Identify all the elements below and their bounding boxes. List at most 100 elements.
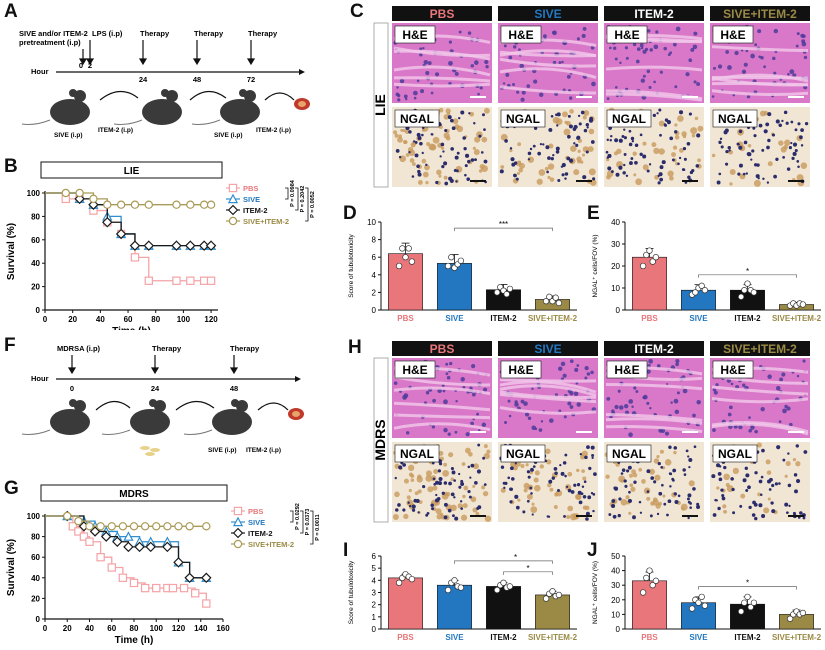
x-tick-label: 60: [107, 624, 116, 633]
nucleus: [447, 115, 452, 120]
survival-point: [123, 541, 134, 553]
data-point: [799, 301, 807, 308]
nucleus: [693, 80, 697, 84]
nucleus: [421, 133, 424, 137]
data-point: [646, 247, 653, 254]
nucleus: [427, 61, 432, 65]
survival-point: [143, 240, 155, 251]
nucleus: [626, 469, 630, 473]
ngal-stain: [582, 115, 587, 120]
ngal-stain: [620, 498, 628, 506]
ngal-stain: [397, 136, 403, 143]
nucleus: [630, 157, 634, 160]
sig-bracket: [454, 560, 553, 564]
ngal-stain: [679, 148, 684, 153]
data-point: [646, 567, 653, 574]
chart-title-box: [40, 484, 228, 502]
stain-label-ngal: NGAL: [718, 112, 752, 126]
p-bracket: [285, 187, 289, 200]
nucleus: [591, 453, 595, 457]
y-tick-label: 0: [36, 306, 41, 315]
nucleus: [514, 402, 519, 407]
ngal-stain: [392, 513, 399, 520]
nucleus: [640, 46, 644, 50]
nucleus: [453, 479, 456, 482]
nucleus: [656, 364, 661, 368]
nucleus: [663, 502, 667, 506]
bar: [535, 594, 570, 630]
nucleus: [419, 141, 423, 146]
ngal-stain: [653, 458, 660, 464]
tubule: [393, 422, 491, 432]
mouse-label-f1: SIVE (i.p): [208, 447, 237, 454]
ngal-stain: [450, 477, 455, 482]
nucleus: [774, 482, 778, 486]
series-sive-item-2: [45, 511, 211, 531]
y-tick-label: 0: [616, 625, 621, 634]
nucleus: [445, 362, 449, 366]
nucleus: [542, 143, 545, 146]
nucleus: [720, 488, 724, 492]
ngal-stain: [500, 133, 508, 141]
ngal-stain: [440, 146, 445, 150]
nucleus: [692, 487, 696, 491]
nucleus: [578, 122, 582, 126]
y-tick-label: 4: [372, 576, 377, 585]
nucleus: [794, 149, 798, 153]
data-point: [799, 609, 807, 617]
panel-label-c: C: [350, 1, 364, 22]
nucleus: [691, 168, 695, 173]
nucleus: [503, 486, 506, 489]
y-axis-label: Score of tubulotoxicity: [348, 233, 355, 297]
tubule: [393, 82, 491, 88]
nucleus: [567, 401, 572, 406]
nucleus: [454, 516, 459, 521]
y-axis-label: Survival (%): [6, 223, 17, 280]
survival-point: [116, 200, 126, 209]
ngal-stain: [445, 108, 451, 114]
survival-point: [74, 516, 83, 526]
bar: [779, 614, 814, 630]
nucleus: [504, 481, 508, 485]
nucleus: [562, 461, 567, 465]
nucleus: [625, 56, 629, 60]
nucleus: [482, 456, 486, 460]
nucleus: [628, 142, 633, 147]
nucleus: [727, 412, 732, 417]
ngal-stain: [450, 504, 457, 512]
stain-label-bg: [712, 444, 758, 463]
nucleus: [484, 59, 489, 65]
survival-point: [186, 276, 195, 285]
nucleus: [396, 86, 399, 89]
stain-label-ngal: NGAL: [506, 112, 540, 126]
nucleus: [473, 60, 479, 65]
series-item-2: [45, 192, 217, 251]
nucleus: [625, 174, 629, 178]
sig-bracket: [698, 274, 797, 278]
nucleus: [467, 465, 471, 469]
nucleus: [564, 474, 567, 478]
mouse-label-3: SIVE (i.p): [214, 132, 243, 139]
nucleus: [450, 118, 454, 123]
y-tick-label: 0: [616, 306, 621, 315]
nucleus: [531, 387, 534, 391]
nucleus: [592, 492, 596, 496]
data-point: [555, 591, 563, 599]
nucleus: [791, 156, 795, 160]
x-tick-label: 80: [130, 624, 139, 633]
tubule: [499, 50, 597, 58]
nucleus: [529, 147, 533, 151]
tubule: [393, 375, 491, 387]
nucleus: [729, 405, 733, 410]
y-axis-label: NGAL⁺ cells/FOV (%): [592, 561, 599, 624]
ngal-stain: [475, 511, 480, 516]
data-point: [399, 245, 406, 252]
ngal-stain: [628, 511, 632, 515]
nucleus: [533, 79, 538, 84]
nucleus: [508, 55, 513, 60]
y-tick-label: 2: [372, 288, 377, 297]
nucleus: [713, 66, 716, 70]
bar: [486, 586, 521, 630]
data-point: [493, 289, 501, 296]
survival-point: [190, 589, 200, 598]
